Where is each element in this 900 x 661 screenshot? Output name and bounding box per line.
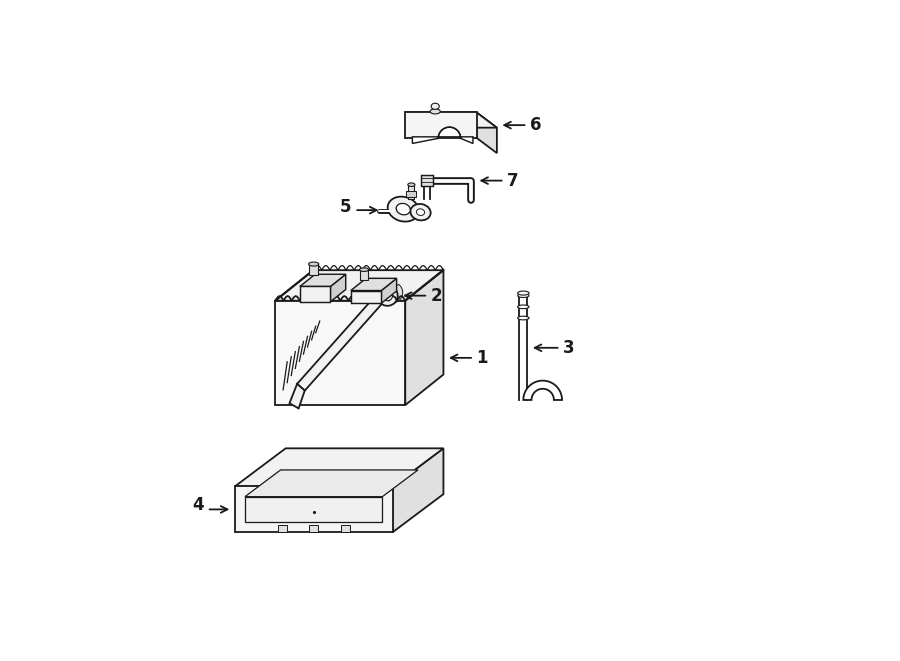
Polygon shape: [297, 292, 386, 391]
Text: 4: 4: [193, 496, 204, 514]
Text: 7: 7: [507, 172, 518, 190]
Circle shape: [382, 291, 392, 301]
Bar: [300, 286, 330, 301]
Ellipse shape: [518, 293, 529, 297]
Text: 3: 3: [563, 339, 575, 357]
Bar: [277, 525, 287, 532]
Bar: [406, 191, 417, 197]
Bar: [360, 270, 368, 280]
Bar: [340, 525, 350, 532]
Ellipse shape: [430, 109, 440, 114]
Ellipse shape: [408, 183, 415, 186]
Polygon shape: [382, 278, 397, 303]
Polygon shape: [405, 112, 497, 128]
Bar: [245, 496, 382, 522]
Text: 2: 2: [431, 287, 442, 305]
Polygon shape: [245, 470, 418, 496]
Ellipse shape: [388, 196, 418, 221]
Polygon shape: [523, 381, 562, 400]
Polygon shape: [300, 274, 346, 286]
Polygon shape: [235, 448, 444, 486]
Polygon shape: [393, 284, 402, 304]
Text: 6: 6: [530, 116, 542, 134]
Bar: [409, 184, 414, 199]
Ellipse shape: [309, 262, 319, 266]
Ellipse shape: [518, 291, 529, 295]
Circle shape: [377, 286, 398, 306]
Bar: [275, 301, 405, 405]
Ellipse shape: [518, 305, 529, 309]
Polygon shape: [275, 270, 444, 301]
Polygon shape: [412, 127, 473, 143]
Ellipse shape: [396, 204, 410, 215]
Bar: [309, 264, 319, 275]
Ellipse shape: [410, 204, 431, 220]
Text: 1: 1: [476, 349, 488, 367]
Ellipse shape: [518, 316, 529, 320]
Ellipse shape: [431, 103, 439, 109]
Ellipse shape: [417, 209, 425, 215]
Polygon shape: [290, 384, 305, 408]
Polygon shape: [351, 278, 397, 291]
Polygon shape: [379, 286, 396, 299]
Bar: [420, 175, 433, 186]
Bar: [235, 486, 392, 532]
Bar: [351, 291, 382, 303]
Bar: [309, 525, 319, 532]
Polygon shape: [476, 112, 497, 153]
Text: 5: 5: [339, 198, 351, 216]
Polygon shape: [330, 274, 346, 301]
Polygon shape: [392, 448, 444, 532]
Polygon shape: [405, 270, 444, 405]
Bar: [405, 112, 476, 138]
Ellipse shape: [359, 268, 369, 272]
